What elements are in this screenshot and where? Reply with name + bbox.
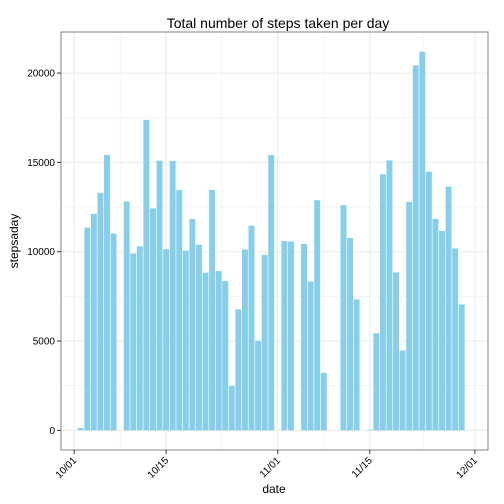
y-tick-label: 0 xyxy=(49,426,55,437)
bar xyxy=(248,225,255,431)
bar xyxy=(406,201,413,431)
bar xyxy=(425,171,432,431)
bar xyxy=(228,385,235,431)
bar xyxy=(281,241,288,431)
bar xyxy=(235,309,242,431)
x-axis-label: date xyxy=(262,482,286,496)
bar xyxy=(97,192,104,431)
bar xyxy=(202,272,209,431)
bar xyxy=(320,372,327,431)
bar xyxy=(301,243,308,431)
bar xyxy=(432,218,439,431)
bar xyxy=(379,174,386,431)
bar xyxy=(176,190,183,431)
y-axis: 0 5000 10000 15000 20000 xyxy=(27,69,61,437)
bar xyxy=(452,248,459,431)
bar xyxy=(445,186,452,431)
bar xyxy=(136,246,143,431)
bar xyxy=(150,208,156,431)
plot-panel xyxy=(60,31,489,451)
bar xyxy=(123,201,130,431)
bar xyxy=(90,213,97,431)
bar xyxy=(366,429,373,431)
panel-border xyxy=(60,31,489,451)
bar xyxy=(340,205,347,431)
bar xyxy=(419,51,426,431)
bar xyxy=(130,253,137,431)
bar xyxy=(458,304,465,431)
bar xyxy=(189,219,196,431)
x-tick-label: 10/15 xyxy=(146,455,172,481)
bars xyxy=(77,51,465,431)
bar xyxy=(393,272,399,431)
y-tick-label: 20000 xyxy=(27,69,55,80)
bar xyxy=(439,230,445,431)
bar xyxy=(287,241,294,431)
chart-title: Total number of steps taken per day xyxy=(167,15,390,31)
bar xyxy=(84,227,91,431)
bar xyxy=(163,249,170,431)
x-axis: 10/01 10/15 11/01 11/15 12/01 xyxy=(54,450,481,481)
x-tick-label: 10/01 xyxy=(54,455,80,481)
y-tick-label: 10000 xyxy=(27,247,55,258)
bar xyxy=(347,238,354,431)
bar xyxy=(386,160,393,431)
bar xyxy=(255,340,262,431)
bar xyxy=(314,200,321,431)
bar xyxy=(209,189,216,431)
bar xyxy=(399,350,406,431)
bar xyxy=(241,249,248,431)
bar xyxy=(261,254,268,431)
bar xyxy=(412,65,419,431)
x-tick-label: 12/01 xyxy=(455,455,481,481)
bar xyxy=(222,281,229,431)
x-tick-label: 11/01 xyxy=(258,455,283,480)
y-axis-label: stepsaday xyxy=(7,214,21,269)
bar xyxy=(182,250,189,431)
y-tick-label: 5000 xyxy=(33,337,56,348)
bar xyxy=(307,281,314,431)
bar xyxy=(353,299,360,431)
bar xyxy=(104,154,110,431)
bar xyxy=(215,271,222,431)
bar xyxy=(156,160,163,431)
bar xyxy=(110,233,117,431)
bar xyxy=(143,119,150,431)
bar xyxy=(77,428,84,431)
bar xyxy=(373,333,380,431)
bar xyxy=(195,244,202,431)
bar xyxy=(169,160,176,431)
y-tick-label: 15000 xyxy=(27,158,55,169)
x-tick-label: 11/15 xyxy=(350,455,375,480)
bar xyxy=(268,155,275,431)
